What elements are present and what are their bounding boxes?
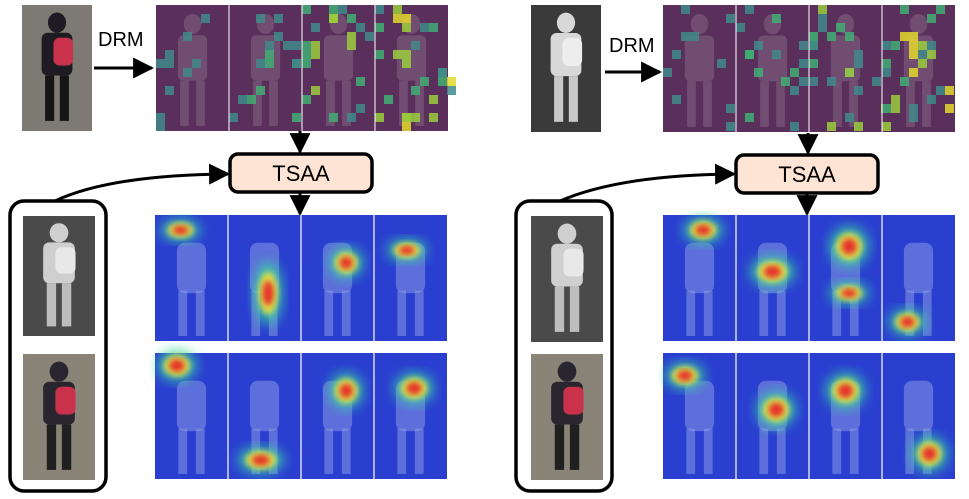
drm-crops-right — [663, 5, 955, 132]
heatmap-right-r2-c1 — [663, 353, 736, 479]
heatmaps-right — [663, 215, 955, 479]
heatmap-right-r1-c4 — [882, 215, 955, 341]
heatmap-left-r2-c1-hotspot-1 — [157, 349, 197, 382]
heatmap-right-r1-c2-hotspot-1 — [750, 255, 795, 288]
heatmap-right-r2-c1-hotspot-1 — [665, 362, 705, 390]
gallery-person-right-2 — [531, 354, 603, 480]
drm-crop-left-3 — [301, 5, 375, 131]
drm-crop-left-2 — [228, 5, 302, 131]
heatmap-right-r2-c4 — [882, 353, 955, 479]
drm-label-left: DRM — [98, 29, 144, 51]
drm-label-right: DRM — [609, 35, 655, 57]
panel-left: DRM TSAA — [8, 5, 456, 493]
tsaa-label-left: TSAA — [272, 161, 330, 186]
heatmap-left-r2-c2-hotspot-1 — [237, 446, 284, 474]
heatmap-right-r2-c4-hotspot-1 — [911, 435, 948, 472]
heatmap-left-r1-c2-hotspot-1 — [253, 261, 283, 325]
heatmap-left-r2-c4 — [374, 353, 447, 479]
heatmap-left-r2-c4-hotspot-1 — [394, 372, 434, 405]
heatmap-left-r2-c2 — [228, 353, 301, 479]
query-image-right — [531, 5, 601, 132]
heatmap-left-r2-c1 — [155, 349, 228, 479]
heatmap-right-r1-c3 — [809, 215, 882, 341]
heatmap-right-r1-c3-hotspot-2 — [829, 281, 869, 305]
query-image-left — [22, 5, 92, 131]
heatmap-left-r1-c4-hotspot-1 — [387, 238, 427, 262]
drm-crop-right-4 — [881, 5, 955, 132]
query-person-left — [22, 5, 92, 131]
panel-right: DRM TSAA — [514, 5, 955, 493]
heatmap-left-r1-c1 — [155, 215, 228, 341]
drm-crop-left-4 — [374, 5, 456, 131]
drm-crop-left-1 — [156, 5, 229, 131]
drm-crop-right-1 — [663, 5, 736, 132]
heatmaps-left — [155, 215, 447, 479]
gallery-box-left — [8, 199, 108, 493]
drm-crop-right-2 — [735, 5, 809, 132]
heatmap-right-r1-c3-hotspot-1 — [829, 226, 869, 267]
heatmap-right-r1-c1 — [663, 215, 736, 341]
tsaa-label-right: TSAA — [778, 162, 836, 187]
gallery-box-right — [514, 199, 614, 493]
heatmap-left-r1-c2 — [228, 215, 301, 341]
gallery-person-left-2 — [23, 354, 95, 480]
gallery-person-right-1 — [531, 216, 603, 342]
gallery-images-left — [23, 216, 95, 480]
drm-crop-right-3 — [808, 5, 890, 132]
gallery-person-left-1 — [23, 216, 95, 336]
heatmap-right-r1-c1-hotspot-1 — [683, 216, 723, 244]
heatmap-left-r2-c3-hotspot-1 — [329, 372, 364, 409]
drm-crops-left — [156, 5, 456, 131]
gallery-images-right — [531, 216, 603, 480]
heatmap-right-r2-c2 — [736, 353, 809, 479]
heatmap-right-r2-c2-hotspot-1 — [756, 391, 796, 428]
arrow-gallery-to-tsaa-left — [54, 163, 231, 203]
query-person-right — [531, 5, 601, 132]
heatmap-right-r2-c3-hotspot-1 — [825, 372, 866, 409]
heatmap-right-r1-c4-hotspot-1 — [889, 308, 926, 336]
heatmap-left-r1-c4 — [374, 215, 447, 341]
heatmap-right-r1-c2 — [736, 215, 809, 341]
heatmap-left-r2-c3 — [301, 353, 374, 479]
heatmap-right-r2-c3 — [809, 353, 882, 479]
heatmap-left-r1-c3 — [301, 215, 374, 341]
heatmap-left-r1-c1-hotspot-1 — [160, 218, 201, 242]
arrow-gallery-to-tsaa-right — [559, 163, 737, 203]
heatmap-left-r1-c3-hotspot-1 — [329, 247, 364, 279]
